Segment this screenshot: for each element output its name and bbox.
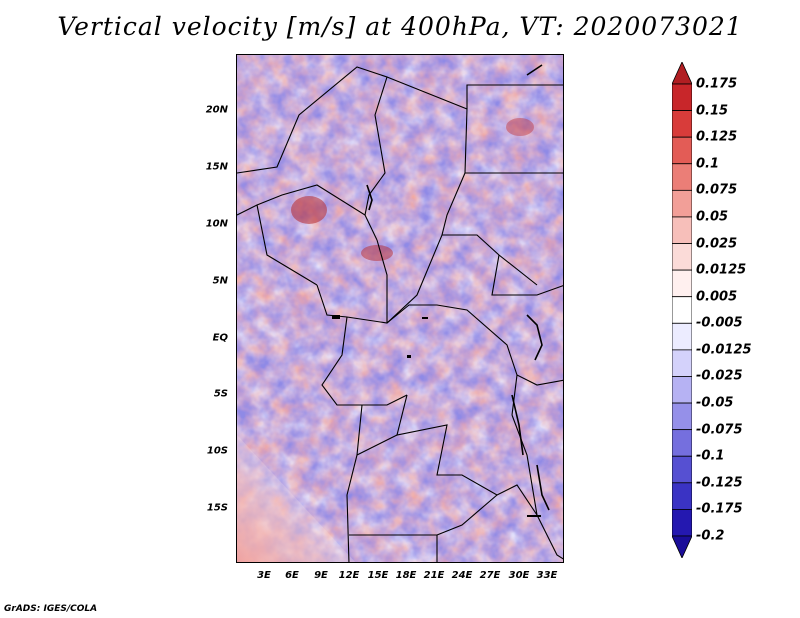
lon-label-6e: 6E <box>285 570 299 581</box>
coastline-islands <box>332 315 541 517</box>
colorbar-label: 0.025 <box>696 236 738 252</box>
colorbar-label: -0.2 <box>696 528 725 544</box>
lake-marker-2 <box>422 317 428 319</box>
colorbar-label: 0.075 <box>696 182 738 198</box>
lon-label-30e: 30E <box>508 570 530 581</box>
border-angola-drc <box>356 434 398 456</box>
colorbar-label: 0.125 <box>696 129 738 145</box>
velocity-field <box>237 55 563 562</box>
colorbar-label: -0.1 <box>696 448 725 464</box>
colorbar-label: -0.175 <box>696 501 743 517</box>
red-sea-coast <box>526 64 543 76</box>
colorbar-label: -0.075 <box>696 422 743 438</box>
plot-title: Vertical velocity [m/s] at 400hPa, VT: 2… <box>57 12 743 41</box>
colorbar <box>672 62 692 558</box>
lake-malawi <box>536 464 550 511</box>
colorbar-label: -0.005 <box>696 315 743 331</box>
bioko-island <box>332 315 340 319</box>
border-cameroon <box>376 239 388 323</box>
lat-label-eq: EQ <box>212 332 228 344</box>
lon-label-3e: 3E <box>257 570 271 581</box>
lat-label-15n: 15N <box>205 161 228 173</box>
lon-label-12e: 12E <box>338 570 360 581</box>
colorbar-segment <box>672 296 692 324</box>
lon-label-33e: 33E <box>536 570 558 581</box>
colorbar-segment <box>672 455 692 484</box>
border-south-sudan <box>491 254 563 296</box>
border-drc-south <box>396 394 538 516</box>
colorbar-segment <box>672 509 692 537</box>
border-east <box>516 374 563 386</box>
lon-label-9e: 9E <box>314 570 328 581</box>
colorbar-label: 0.0125 <box>696 262 747 278</box>
colorbar-label: 0.175 <box>696 76 738 92</box>
lat-label-10n: 10N <box>205 218 228 230</box>
map-panel <box>236 54 564 563</box>
colorbar-min-arrow <box>672 535 692 558</box>
border-angola <box>346 404 363 562</box>
colorbar-label: -0.125 <box>696 475 743 491</box>
colorbar-segment <box>672 349 692 377</box>
lake-chad <box>366 184 373 211</box>
colorbar-label: -0.025 <box>696 368 743 384</box>
border-west-africa <box>237 184 378 241</box>
colorbar-label: 0.1 <box>696 156 720 172</box>
colorbar-segment <box>672 322 692 351</box>
lake-marker-1 <box>407 355 411 358</box>
lat-label-15s: 15S <box>206 502 228 514</box>
lake-victoria <box>526 314 543 361</box>
border-congo <box>321 316 408 406</box>
colorbar-max-arrow <box>672 62 692 85</box>
colorbar-segment <box>672 110 692 138</box>
velocity-map <box>237 55 563 562</box>
border-coast-west <box>256 204 318 286</box>
southwest-warm-band <box>237 435 356 562</box>
lat-label-5s: 5S <box>213 388 228 400</box>
colorbar-label: -0.05 <box>696 395 734 411</box>
border-mozambique <box>536 514 563 560</box>
colorbar-segment <box>672 136 692 165</box>
lat-label-5n: 5N <box>212 275 228 287</box>
colorbar-label: 0.005 <box>696 289 738 305</box>
lon-label-24e: 24E <box>451 570 473 581</box>
lon-label-15e: 15E <box>367 570 389 581</box>
border-egypt <box>466 84 563 109</box>
country-borders <box>237 66 563 562</box>
colorbar-segment <box>672 269 692 298</box>
colorbar-segment <box>672 243 692 271</box>
lon-label-21e: 21E <box>423 570 445 581</box>
border-tanganyika <box>511 414 538 516</box>
colorbar-segment <box>672 482 692 510</box>
cameroon-updraft-core <box>361 245 393 261</box>
colorbar-label: -0.0125 <box>696 342 752 358</box>
colorbar-segment <box>672 376 692 404</box>
colorbar-segment <box>672 163 692 191</box>
colorbar-segment <box>672 429 692 457</box>
colorbar-segment <box>672 189 692 218</box>
water-bodies <box>366 64 550 511</box>
lake-marker-3 <box>527 515 541 517</box>
colorbar-segment <box>672 216 692 244</box>
lat-label-20n: 20N <box>205 104 228 116</box>
colorbar-segment <box>672 83 692 111</box>
lat-label-10s: 10S <box>206 445 228 457</box>
sudan-updraft-core <box>506 118 534 136</box>
lon-label-18e: 18E <box>395 570 417 581</box>
colorbar-segment <box>672 402 692 431</box>
colorbar-label: 0.05 <box>696 209 729 225</box>
nigeria-updraft-core <box>291 196 327 224</box>
grads-credit: GrADS: IGES/COLA <box>4 604 98 614</box>
colorbar-label: 0.15 <box>696 103 729 119</box>
lon-label-27e: 27E <box>479 570 501 581</box>
border-zambia <box>436 494 498 536</box>
lake-tanganyika <box>511 394 524 456</box>
